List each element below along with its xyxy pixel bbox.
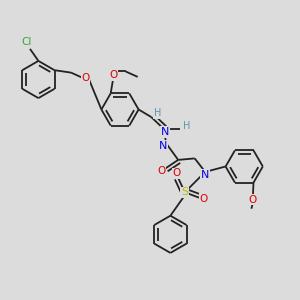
Text: O: O <box>172 168 181 178</box>
Text: N: N <box>201 170 209 180</box>
Text: N: N <box>161 127 170 137</box>
Text: S: S <box>181 187 188 197</box>
Text: H: H <box>183 121 190 131</box>
Text: O: O <box>81 73 89 83</box>
Text: O: O <box>109 70 117 80</box>
Text: O: O <box>249 195 257 205</box>
Text: N: N <box>158 141 167 151</box>
Text: O: O <box>157 166 165 176</box>
Text: H: H <box>154 108 161 118</box>
Text: O: O <box>200 194 208 204</box>
Text: Cl: Cl <box>22 37 32 47</box>
